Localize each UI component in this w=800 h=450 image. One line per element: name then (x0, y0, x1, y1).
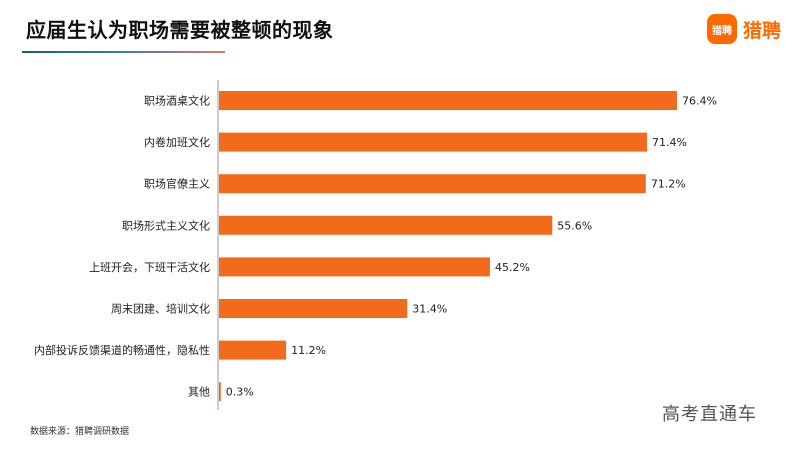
bar (219, 215, 553, 235)
brand-logo: 猎聘 猎聘 (707, 14, 781, 44)
value-label: 76.4% (682, 95, 717, 108)
bar (219, 382, 221, 402)
category-label: 职场官僚主义 (144, 177, 210, 191)
value-label: 31.4% (412, 303, 447, 316)
category-label: 内卷加班文化 (144, 135, 210, 149)
value-label: 55.6% (557, 219, 592, 232)
category-label: 周末团建、培训文化 (111, 302, 210, 316)
bar (219, 340, 287, 360)
category-label: 职场形式主义文化 (122, 218, 210, 232)
category-label: 内部投诉反馈渠道的畅通性，隐私性 (34, 343, 210, 357)
brand-name: 猎聘 (743, 19, 782, 42)
bar (219, 174, 646, 194)
category-label: 上班开会，下班干活文化 (89, 260, 210, 274)
bar (219, 132, 648, 152)
value-label: 71.4% (652, 136, 687, 149)
bar (219, 257, 490, 277)
category-label: 其他 (188, 386, 210, 399)
value-label: 11.2% (291, 344, 326, 357)
value-label: 71.2% (651, 178, 686, 191)
category-label: 职场酒桌文化 (144, 94, 210, 108)
value-label: 0.3% (226, 386, 254, 399)
bar (219, 299, 408, 318)
brand-logo-icon: 猎聘 (707, 14, 737, 44)
bar (219, 91, 677, 110)
value-label: 45.2% (495, 261, 530, 274)
watermark-text: 高考直通车 (662, 404, 757, 425)
title-underline (22, 51, 225, 53)
data-source-note: 数据来源：猎聘调研数据 (30, 427, 130, 437)
chart-title: 应届生认为职场需要被整顿的现象 (26, 18, 334, 42)
